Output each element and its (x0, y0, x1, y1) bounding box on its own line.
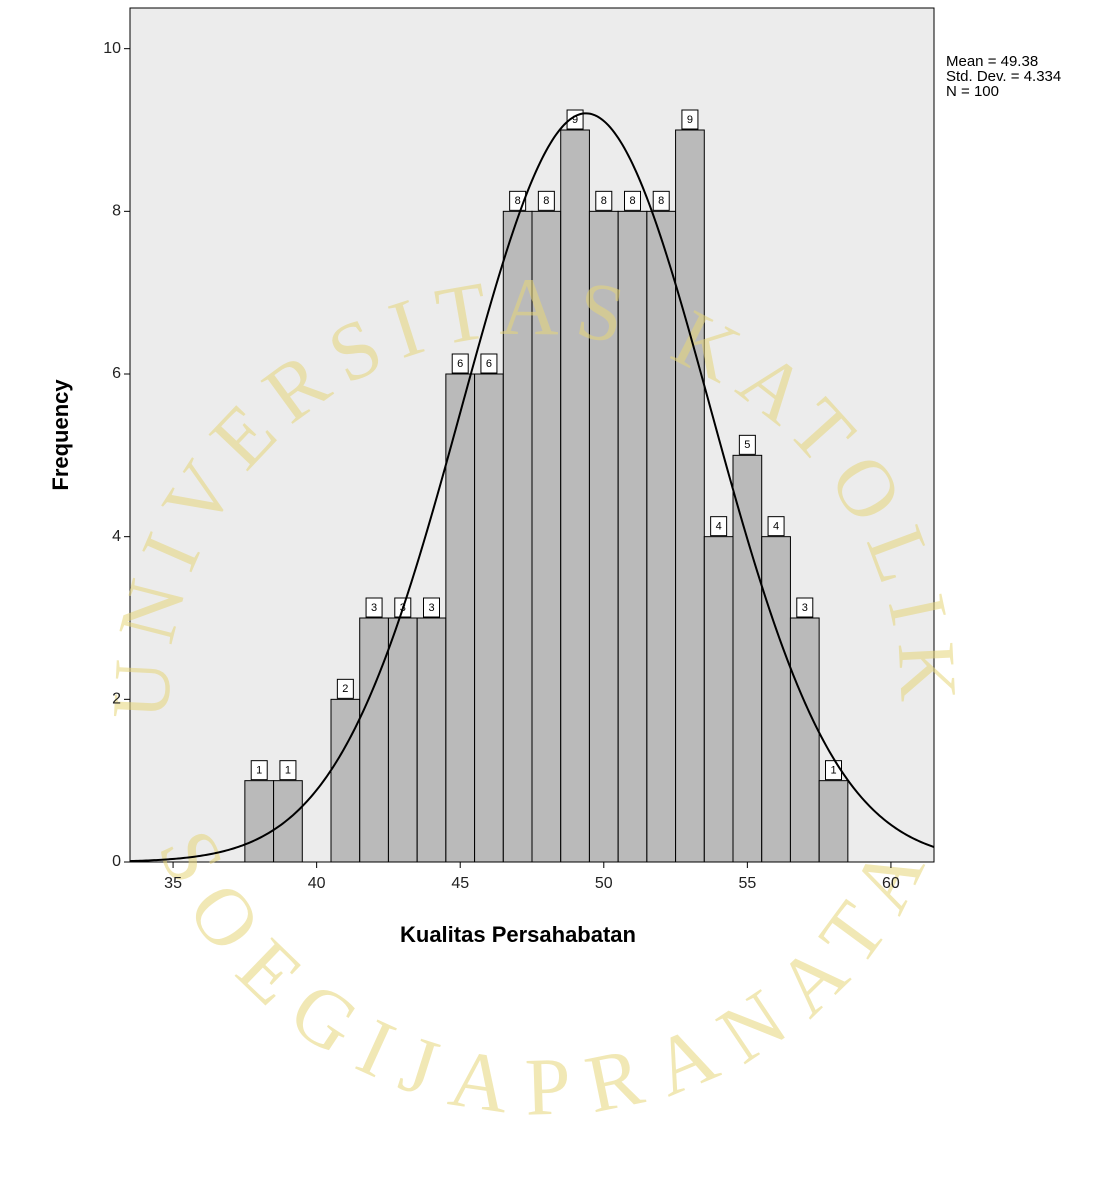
bar (703, 536, 734, 863)
value-label-box (624, 190, 641, 211)
stat-line: Std. Dev. = 4.334 (946, 68, 1061, 85)
value-label: 3 (428, 602, 434, 614)
stat-label: Mean = (946, 53, 997, 70)
stat-value: 4.334 (1024, 68, 1062, 85)
bar (273, 780, 303, 863)
value-label: 1 (285, 765, 291, 777)
value-label: 9 (687, 114, 693, 126)
value-label: 8 (601, 195, 607, 207)
x-axis-label: Kualitas Persahabatan (400, 922, 636, 947)
x-tick-label: 40 (308, 875, 326, 892)
value-label-box (279, 760, 297, 781)
value-label-box (451, 353, 469, 374)
value-label-box (710, 516, 728, 537)
bar (416, 617, 447, 863)
value-label: 1 (256, 765, 262, 777)
stat-line: N = 100 (946, 83, 999, 100)
value-label-box (480, 353, 498, 374)
stat-value: 49.38 (1001, 53, 1039, 70)
value-label-box (652, 190, 670, 211)
bar (675, 129, 705, 863)
stat-label: Std. Dev. = (946, 68, 1020, 85)
y-tick-label: 10 (103, 40, 121, 57)
value-label-box (767, 516, 785, 537)
value-label: 8 (515, 195, 521, 207)
bar (330, 698, 361, 863)
bar (244, 780, 275, 863)
value-label: 6 (486, 358, 492, 370)
bar (617, 210, 648, 863)
value-label: 6 (457, 358, 463, 370)
x-tick-label: 60 (882, 875, 900, 892)
bar (387, 617, 418, 863)
y-axis-label: Frequency (48, 379, 73, 491)
stat-label: N = (946, 83, 970, 100)
value-label: 4 (773, 521, 779, 533)
x-tick-label: 55 (738, 875, 756, 892)
bar (474, 373, 504, 863)
x-tick-label: 35 (164, 875, 182, 892)
value-label-box (365, 597, 383, 618)
value-label: 4 (716, 521, 722, 533)
bar (761, 536, 791, 863)
value-label: 8 (658, 195, 664, 207)
value-label-box (738, 434, 756, 455)
bar (359, 617, 389, 863)
value-label: 3 (802, 602, 808, 614)
y-tick-label: 0 (112, 853, 121, 870)
value-label: 8 (629, 195, 635, 207)
stat-line: Mean = 49.38 (946, 53, 1038, 70)
value-label: 1 (830, 765, 836, 777)
normal-curve (130, 112, 934, 862)
bar (502, 210, 533, 863)
value-label-box (537, 190, 555, 211)
bar (445, 373, 476, 863)
value-label-box (250, 760, 268, 781)
x-tick-label: 45 (451, 875, 469, 892)
bar (818, 780, 849, 863)
value-label: 3 (371, 602, 377, 614)
x-tick-label: 50 (595, 875, 613, 892)
watermark-bottom-text: SOEGIJAPRANATA (141, 816, 932, 1133)
value-label-box (796, 597, 814, 618)
value-label-box (423, 597, 440, 618)
value-label-box (595, 190, 613, 211)
watermark-bottom: SOEGIJAPRANATA (141, 816, 950, 1133)
bar (646, 210, 677, 863)
bar (732, 454, 763, 863)
value-label: 5 (744, 439, 750, 451)
bar (560, 129, 590, 863)
value-label-box (681, 109, 699, 130)
stat-value: 100 (974, 83, 999, 100)
y-tick-label: 8 (112, 203, 121, 220)
y-tick-label: 4 (112, 528, 121, 545)
y-tick-label: 6 (112, 365, 121, 382)
value-label: 2 (342, 683, 348, 695)
bar (789, 617, 820, 863)
y-tick-label: 2 (112, 691, 121, 708)
value-label: 9 (572, 114, 578, 126)
value-label-box (336, 678, 354, 699)
value-label: 8 (543, 195, 549, 207)
